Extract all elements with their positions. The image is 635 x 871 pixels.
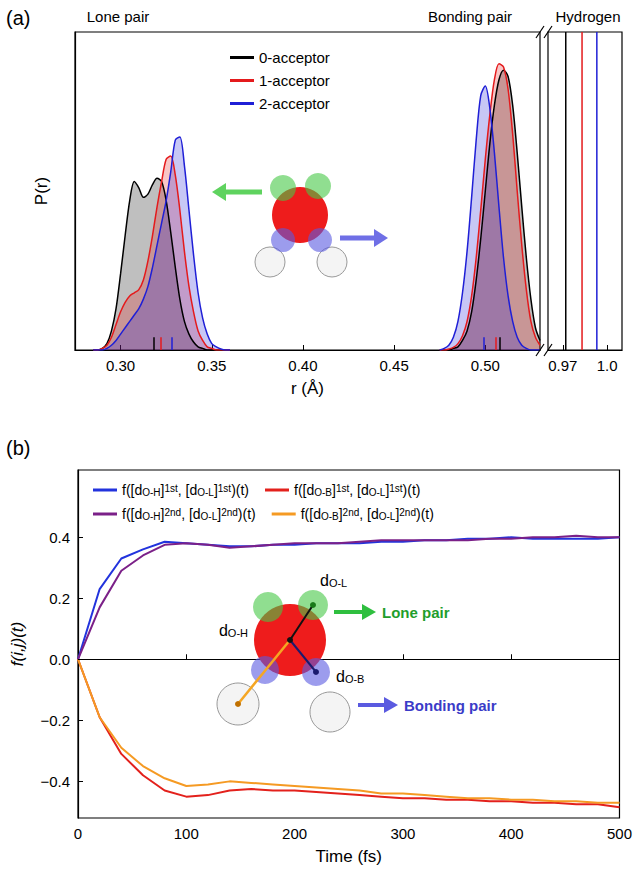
- svg-text:O-L: O-L: [197, 487, 214, 498]
- svg-text:−0.4: −0.4: [40, 773, 70, 790]
- svg-text:2-acceptor: 2-acceptor: [259, 95, 330, 112]
- svg-text:300: 300: [390, 825, 415, 842]
- svg-text:f(i,j)(t): f(i,j)(t): [8, 622, 27, 666]
- svg-text:500: 500: [607, 825, 632, 842]
- svg-text:f([d: f([d: [122, 482, 142, 498]
- svg-text:O-B: O-B: [314, 487, 332, 498]
- svg-text:−0.2: −0.2: [40, 712, 70, 729]
- svg-text:O-H: O-H: [228, 627, 248, 639]
- svg-text:f([d: f([d: [301, 506, 321, 522]
- svg-text:)(t): )(t): [238, 506, 256, 522]
- svg-text:1.0: 1.0: [597, 357, 618, 374]
- svg-text:Bonding pair: Bonding pair: [404, 697, 497, 714]
- svg-text:O-H: O-H: [142, 511, 160, 522]
- svg-text:(b): (b): [6, 437, 30, 459]
- svg-text:O-L: O-L: [369, 487, 386, 498]
- svg-text:, [d: , [d: [359, 506, 378, 522]
- svg-text:0.40: 0.40: [288, 357, 317, 374]
- svg-text:)(t): )(t): [403, 482, 421, 498]
- svg-text:2nd: 2nd: [221, 507, 238, 518]
- svg-text:Hydrogen: Hydrogen: [555, 8, 620, 25]
- svg-text:, [d: , [d: [349, 482, 368, 498]
- svg-text:100: 100: [174, 825, 199, 842]
- svg-text:0.0: 0.0: [49, 651, 70, 668]
- svg-text:O-L: O-L: [329, 577, 347, 589]
- svg-text:200: 200: [282, 825, 307, 842]
- svg-text:(a): (a): [6, 7, 30, 29]
- svg-text:1st: 1st: [164, 483, 178, 494]
- svg-text:)(t): )(t): [231, 482, 249, 498]
- svg-text:O-L: O-L: [379, 511, 396, 522]
- svg-text:d: d: [336, 668, 345, 685]
- svg-text:1-acceptor: 1-acceptor: [259, 72, 330, 89]
- svg-text:f([d: f([d: [294, 482, 314, 498]
- svg-text:O-H: O-H: [142, 487, 160, 498]
- svg-text:1st: 1st: [389, 483, 403, 494]
- svg-text:d: d: [219, 622, 228, 639]
- svg-text:, [d: , [d: [178, 482, 197, 498]
- svg-text:1st: 1st: [336, 483, 350, 494]
- svg-text:0.35: 0.35: [197, 357, 226, 374]
- svg-text:400: 400: [499, 825, 524, 842]
- svg-text:O-L: O-L: [201, 511, 218, 522]
- svg-text:2nd: 2nd: [343, 507, 360, 518]
- svg-text:0.4: 0.4: [49, 529, 70, 546]
- svg-text:0.97: 0.97: [548, 357, 577, 374]
- svg-text:0.30: 0.30: [106, 357, 135, 374]
- svg-text:2nd: 2nd: [399, 507, 416, 518]
- svg-text:Bonding pair: Bonding pair: [428, 8, 512, 25]
- svg-text:0.50: 0.50: [471, 357, 500, 374]
- svg-text:O-B: O-B: [345, 673, 365, 685]
- svg-text:)(t): )(t): [416, 506, 434, 522]
- svg-text:1st: 1st: [218, 483, 232, 494]
- svg-text:f([d: f([d: [122, 506, 142, 522]
- svg-text:0-acceptor: 0-acceptor: [259, 49, 330, 66]
- svg-text:0.2: 0.2: [49, 590, 70, 607]
- svg-text:2nd: 2nd: [164, 507, 181, 518]
- svg-text:0.45: 0.45: [380, 357, 409, 374]
- svg-text:Lone pair: Lone pair: [87, 8, 150, 25]
- svg-text:Time (fs): Time (fs): [316, 847, 382, 866]
- svg-text:, [d: , [d: [181, 506, 200, 522]
- svg-text:0: 0: [74, 825, 82, 842]
- svg-text:Lone pair: Lone pair: [382, 604, 450, 621]
- svg-text:r (Å): r (Å): [291, 379, 324, 398]
- svg-text:O-B: O-B: [321, 511, 339, 522]
- svg-text:P(r): P(r): [32, 177, 51, 205]
- svg-text:d: d: [320, 572, 329, 589]
